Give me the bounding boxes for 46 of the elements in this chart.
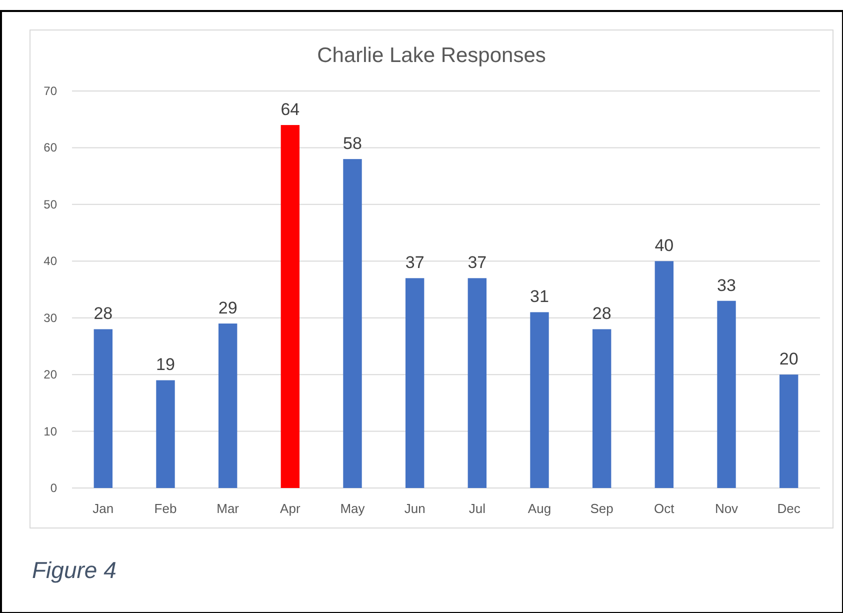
data-label: 31 <box>530 287 549 306</box>
data-label: 37 <box>468 253 487 272</box>
bar <box>592 329 612 488</box>
x-tick-label: Nov <box>714 501 739 516</box>
y-tick-label: 0 <box>50 481 58 495</box>
x-tick-label: Aug <box>528 501 552 516</box>
y-tick-label: 50 <box>44 197 58 212</box>
bar <box>94 329 113 488</box>
x-tick-label: Sep <box>590 501 614 516</box>
bar <box>218 324 238 488</box>
y-tick-label: 70 <box>44 84 58 98</box>
y-tick-label: 60 <box>44 140 58 155</box>
y-tick-label: 40 <box>44 254 58 268</box>
bar <box>654 261 674 488</box>
bar <box>530 312 549 488</box>
data-label: 28 <box>592 304 612 324</box>
data-label: 33 <box>717 276 736 295</box>
y-tick-label: 20 <box>44 368 58 382</box>
x-tick-label: Mar <box>216 501 240 516</box>
x-tick-label: May <box>340 501 366 516</box>
bar <box>405 278 424 488</box>
bar <box>280 125 300 488</box>
caption: Figure 4 <box>32 557 116 583</box>
x-tick-label: Feb <box>154 501 177 516</box>
x-tick-label: Jan <box>92 501 114 516</box>
x-tick-label: Jun <box>404 501 426 516</box>
data-label: 20 <box>779 350 798 369</box>
data-label: 40 <box>654 236 674 256</box>
x-tick-label: Dec <box>777 501 801 516</box>
x-tick-label: Oct <box>654 501 675 516</box>
data-label: 64 <box>280 100 300 120</box>
bar <box>779 374 798 488</box>
data-label: 19 <box>156 355 175 374</box>
bar <box>156 380 175 488</box>
bar <box>343 159 362 488</box>
data-label: 28 <box>94 304 113 324</box>
data-label: 37 <box>405 253 424 272</box>
chart-title: Charlie Lake Responses <box>317 44 546 67</box>
data-label: 58 <box>343 134 362 154</box>
y-tick-label: 10 <box>44 424 58 438</box>
bar <box>717 300 736 488</box>
y-tick-label: 30 <box>44 310 58 325</box>
bar <box>468 278 487 488</box>
x-tick-label: Apr <box>280 501 301 516</box>
x-tick-label: Jul <box>468 501 486 516</box>
data-label: 29 <box>218 298 238 318</box>
